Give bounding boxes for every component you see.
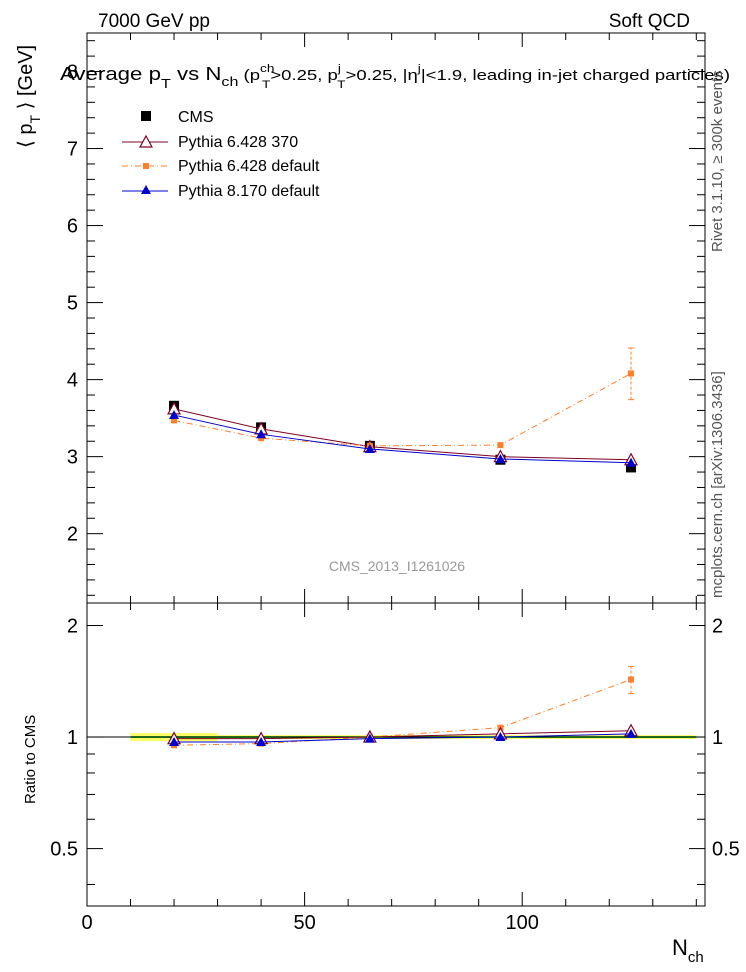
- marker-cms: [626, 462, 637, 473]
- marker-p6-default: [497, 442, 504, 449]
- line-p6_default: [173, 373, 632, 447]
- header-right-label: Soft QCD: [609, 11, 690, 32]
- marker-p6-default: [171, 417, 178, 424]
- legend-marker-p8: [141, 185, 151, 194]
- ratio-y-tick-label-right: 0.5: [712, 839, 740, 861]
- ratio-y-tick-label-right: 2: [712, 615, 723, 637]
- main-y-tick-label: 3: [67, 447, 78, 469]
- marker-p8: [364, 443, 375, 453]
- ratio-y-tick-label: 0.5: [50, 839, 78, 861]
- ratio-y-axis-label: Ratio to CMS: [22, 715, 39, 804]
- header-left-label: 7000 GeV pp: [98, 11, 210, 32]
- x-tick-label: 100: [506, 912, 539, 934]
- tick-labels: 0 50 100 2 3 4 5 6 7 8 0.5 0.5 1 1 2 2: [50, 62, 740, 934]
- main-y-tick-label: 5: [67, 293, 78, 315]
- marker-p6-default: [628, 370, 635, 377]
- ratio-plot-frame: [86, 602, 706, 907]
- x-tick-label: 50: [293, 912, 315, 934]
- legend-marker-cms: [141, 111, 151, 121]
- main-y-tick-label: 6: [67, 216, 78, 238]
- main-y-tick-label: 2: [67, 524, 78, 546]
- ratio-y-tick-label: 2: [67, 615, 78, 637]
- main-y-axis-label: ⟨ pT ⟩ [GeV]: [15, 45, 43, 148]
- marker-p8: [495, 453, 506, 463]
- rivet-side-label: Rivet 3.1.10, ≥ 300k events: [709, 70, 726, 252]
- x-axis-label: Nch: [672, 935, 704, 966]
- legend: CMS Pythia 6.428 370 Pythia 6.428 defaul…: [122, 109, 320, 200]
- main-y-tick-label: 7: [67, 139, 78, 161]
- marker-p8: [495, 732, 506, 742]
- marker-p8: [169, 736, 180, 746]
- legend-label-cms: CMS: [178, 109, 214, 126]
- marker-p8: [626, 728, 637, 738]
- mcplots-side-label: mcplots.cern.ch [arXiv:1306.3436]: [709, 371, 726, 598]
- marker-p8: [256, 429, 267, 439]
- marker-p8: [169, 410, 180, 420]
- legend-label-p8: Pythia 8.170 default: [178, 183, 320, 200]
- legend-label-p6-370: Pythia 6.428 370: [178, 134, 298, 151]
- main-y-tick-label: 8: [67, 62, 78, 84]
- x-tick-label: 0: [81, 912, 92, 934]
- main-y-tick-label: 4: [67, 370, 78, 392]
- marker-p8: [256, 736, 267, 746]
- analysis-watermark: CMS_2013_I1261026: [329, 558, 465, 574]
- data-marks: [167, 347, 639, 749]
- marker-p8: [364, 733, 375, 743]
- legend-marker-p6-default: [143, 163, 149, 169]
- legend-marker-p6-370: [138, 134, 154, 148]
- ratio-y-tick-label-right: 1: [712, 727, 723, 749]
- ratio-y-tick-label: 1: [67, 727, 78, 749]
- marker-p6-default: [628, 676, 635, 683]
- legend-label-p6-default: Pythia 6.428 default: [178, 158, 320, 175]
- marker-p8: [626, 457, 637, 467]
- line-p8: [173, 414, 632, 464]
